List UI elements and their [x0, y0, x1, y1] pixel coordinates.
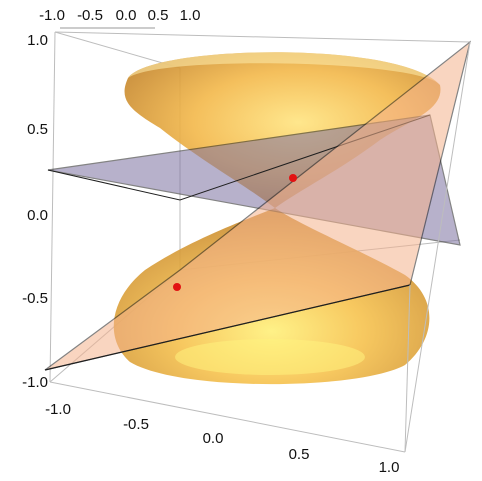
axis-left-label-1: 0.5	[27, 121, 48, 138]
axis-top-label-0: -1.0	[39, 7, 65, 24]
axis-bottom-label-4: 1.0	[379, 459, 400, 476]
axis-top-label-1: -0.5	[77, 7, 103, 24]
axis-top-label-2: 0.0	[116, 7, 137, 24]
axis-bottom-label-2: 0.0	[203, 430, 224, 447]
axis-bottom-label-3: 0.5	[289, 446, 310, 463]
axis-bottom-label-1: -0.5	[123, 416, 149, 433]
axis-bottom-label-0: -1.0	[45, 401, 71, 418]
axis-top-label-3: 0.5	[148, 7, 169, 24]
point-upper	[289, 174, 297, 182]
axis-top: -1.0 -0.5 0.0 0.5 1.0	[39, 7, 201, 29]
axis-top-label-4: 1.0	[180, 7, 201, 24]
axis-left: 1.0 0.5 0.0 -0.5 -1.0	[22, 32, 48, 391]
axis-bottom: -1.0 -0.5 0.0 0.5 1.0	[45, 401, 399, 476]
axis-left-label-4: -1.0	[22, 374, 48, 391]
axis-left-label-0: 1.0	[27, 32, 48, 49]
axis-left-label-3: -0.5	[22, 290, 48, 307]
point-lower	[173, 283, 181, 291]
bounding-box-front	[49, 41, 471, 453]
upper-cone	[124, 52, 441, 209]
axis-left-label-2: 0.0	[27, 207, 48, 224]
